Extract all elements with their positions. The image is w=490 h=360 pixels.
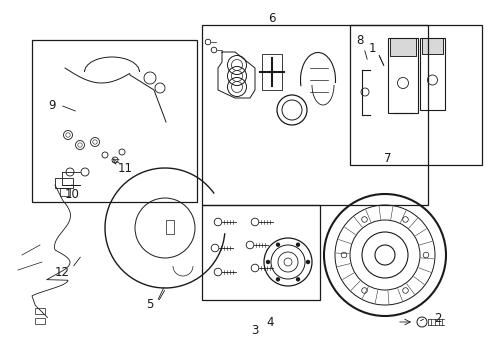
Text: 11: 11 [118, 162, 132, 175]
Text: 2: 2 [434, 311, 442, 324]
Bar [32, 40, 197, 202]
Bar [262, 54, 282, 90]
Bar [35, 318, 45, 324]
Circle shape [266, 260, 270, 264]
Text: 10: 10 [65, 189, 79, 202]
Bar [202, 25, 428, 205]
Bar [422, 38, 443, 54]
Circle shape [276, 277, 280, 282]
Text: 4: 4 [266, 315, 274, 329]
Bar [390, 38, 416, 56]
Bar [420, 38, 445, 110]
Text: 5: 5 [147, 298, 154, 311]
Text: 3: 3 [251, 324, 259, 337]
Circle shape [296, 277, 300, 282]
Bar [350, 25, 482, 165]
Bar [60, 188, 70, 196]
Text: 6: 6 [268, 12, 276, 24]
Text: 12: 12 [54, 266, 70, 279]
Bar [422, 38, 443, 54]
Circle shape [306, 260, 310, 264]
Bar [202, 205, 320, 300]
Text: 1: 1 [368, 41, 376, 54]
Circle shape [296, 243, 300, 247]
Bar [166, 220, 174, 234]
Text: 8: 8 [356, 33, 364, 46]
Bar [55, 178, 73, 188]
Bar [390, 38, 416, 56]
Text: 9: 9 [48, 99, 56, 112]
Text: 7: 7 [384, 152, 392, 165]
Circle shape [276, 243, 280, 247]
Bar [388, 38, 418, 113]
Bar [35, 308, 45, 314]
